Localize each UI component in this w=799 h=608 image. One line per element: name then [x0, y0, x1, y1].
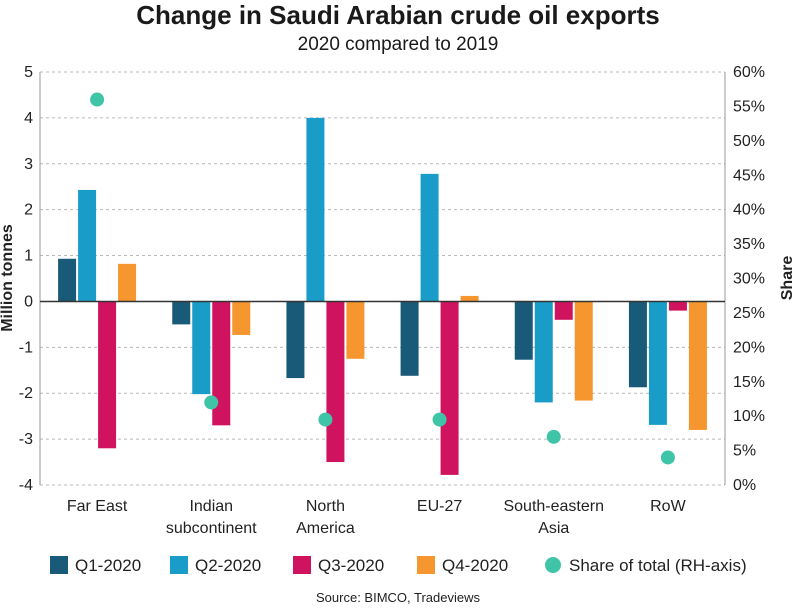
y-tick-label: -1 [19, 339, 33, 356]
bar [534, 301, 553, 403]
bar [78, 189, 97, 302]
y-tick-label: -3 [19, 431, 33, 448]
y-tick-label: -4 [19, 477, 33, 494]
bar [688, 301, 707, 430]
y-tick-label: 5 [24, 64, 33, 81]
category-label: North [306, 498, 345, 515]
y-tick-label: -2 [19, 385, 33, 402]
category-label: America [296, 520, 355, 537]
y2-tick-label: 5% [733, 443, 756, 460]
legend-swatch [417, 556, 435, 574]
share-point [432, 412, 447, 427]
category-label: subcontinent [166, 520, 257, 537]
share-point [204, 395, 219, 410]
legend-label: Q4-2020 [442, 556, 508, 575]
category-label: Asia [538, 520, 569, 537]
y-tick-label: 3 [24, 156, 33, 173]
bar [554, 301, 573, 320]
bar [98, 301, 117, 449]
bar [346, 301, 365, 359]
bar [326, 301, 345, 463]
bars [58, 117, 707, 475]
chart-subtitle: 2020 compared to 2019 [298, 34, 499, 55]
y-tick-label: 2 [24, 202, 33, 219]
y2-tick-label: 20% [733, 339, 765, 356]
y2-tick-label: 0% [733, 477, 756, 494]
bar [212, 301, 231, 426]
legend-swatch [293, 556, 311, 574]
gridlines [39, 71, 726, 486]
category-labels: Far East Indian subcontinent North America EU… [67, 498, 687, 537]
share-point [660, 450, 675, 465]
y2-tick-label: 50% [733, 133, 765, 150]
y2-tick-label: 60% [733, 64, 765, 81]
bar [192, 301, 211, 395]
right-axis-ticks: 60% 55% 50% 45% 40% 35% 30% 25% 20% 15% 10% 5% 0% [733, 64, 765, 494]
y2-tick-label: 55% [733, 98, 765, 115]
bar [306, 117, 325, 302]
legend-label: Share of total (RH-axis) [569, 556, 747, 575]
y2-tick-label: 40% [733, 202, 765, 219]
share-point [546, 429, 561, 444]
category-label: South-eastern [503, 498, 604, 515]
bar [58, 258, 77, 302]
legend: Q1-2020 Q2-2020 Q3-2020 Q4-2020 Share of tot… [50, 556, 747, 575]
bar [440, 301, 459, 475]
legend-swatch [545, 557, 561, 573]
bar [420, 173, 439, 302]
y-tick-label: 0 [24, 293, 33, 310]
category-label: Indian [189, 498, 233, 515]
bar [648, 301, 667, 425]
legend-label: Q3-2020 [318, 556, 384, 575]
source-note: Source: BIMCO, Tradeviews [316, 590, 480, 605]
category-label: Far East [67, 498, 128, 515]
bar [172, 301, 191, 325]
chart-title: Change in Saudi Arabian crude oil export… [136, 0, 659, 30]
left-axis-ticks: 5 4 3 2 1 0 -1 -2 -3 -4 [19, 64, 33, 494]
bar [118, 263, 137, 302]
y2-tick-label: 45% [733, 167, 765, 184]
y-tick-label: 1 [24, 248, 33, 265]
bar [286, 301, 305, 379]
category-label: RoW [650, 498, 686, 515]
legend-swatch [50, 556, 68, 574]
bar [460, 295, 479, 302]
bar [400, 301, 419, 376]
y-tick-label: 4 [24, 110, 33, 127]
share-point [90, 92, 105, 107]
share-point [318, 412, 333, 427]
y2-tick-label: 10% [733, 408, 765, 425]
bar [514, 301, 533, 360]
y2-tick-label: 25% [733, 305, 765, 322]
legend-label: Q1-2020 [75, 556, 141, 575]
bar [574, 301, 593, 401]
y2-axis-title: Share [779, 256, 796, 301]
legend-label: Q2-2020 [195, 556, 261, 575]
y2-tick-label: 30% [733, 271, 765, 288]
bar [232, 301, 251, 335]
share-points [90, 92, 675, 465]
bar [628, 301, 647, 388]
category-label: EU-27 [417, 498, 462, 515]
y2-tick-label: 35% [733, 236, 765, 253]
y-axis-title: Million tonnes [0, 224, 16, 332]
bar [668, 301, 687, 311]
legend-swatch [170, 556, 188, 574]
y2-tick-label: 15% [733, 374, 765, 391]
